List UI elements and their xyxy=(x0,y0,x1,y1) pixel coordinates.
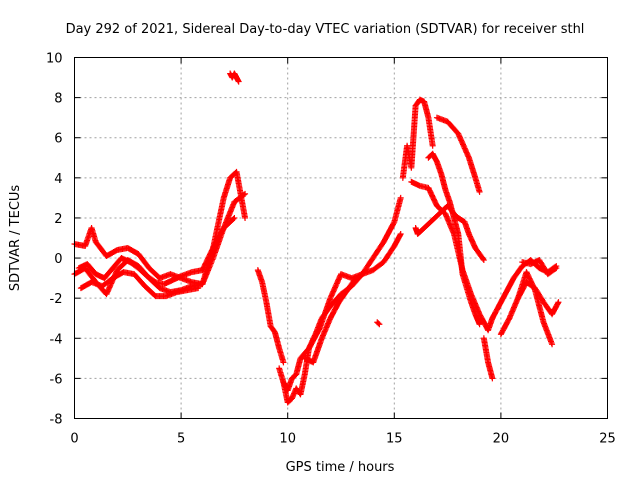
y-tick: 10 xyxy=(46,52,608,67)
data-markers xyxy=(399,96,436,181)
data-markers xyxy=(75,214,238,288)
y-tick: 4 xyxy=(54,172,608,187)
data-markers xyxy=(77,269,202,300)
series-track-o xyxy=(412,202,487,264)
data-markers xyxy=(280,230,404,406)
plot-frame xyxy=(74,57,608,419)
data-markers xyxy=(433,114,483,195)
series-track-i xyxy=(301,275,359,366)
grid xyxy=(74,57,608,419)
series-track-t xyxy=(519,257,560,278)
x-axis-label: GPS time / hours xyxy=(286,460,395,475)
x-tick-label: 15 xyxy=(386,432,403,447)
series-track-d xyxy=(77,269,202,300)
y-tick-label: 8 xyxy=(54,92,62,107)
y-tick: -4 xyxy=(50,332,608,347)
data-markers xyxy=(514,279,562,318)
y-tick: 2 xyxy=(54,212,608,227)
x-tick: 5 xyxy=(177,57,185,447)
x-tick-label: 20 xyxy=(493,432,510,447)
y-tick-label: -8 xyxy=(50,413,63,428)
x-tick: 20 xyxy=(493,57,510,447)
series-track-c xyxy=(75,214,238,288)
series-track-k xyxy=(399,96,436,181)
x-tick-label: 25 xyxy=(599,432,616,447)
x-tick-label: 10 xyxy=(279,432,296,447)
y-tick: -8 xyxy=(50,413,608,428)
chart-title: Day 292 of 2021, Sidereal Day-to-day VTE… xyxy=(66,22,585,37)
x-tick-label: 5 xyxy=(177,432,185,447)
series-track-e xyxy=(227,70,242,85)
data-markers xyxy=(227,70,242,85)
y-tick-label: -6 xyxy=(50,372,63,387)
x-tick: 10 xyxy=(279,57,296,447)
y-axis-label: SDTVAR / TECUs xyxy=(8,185,23,292)
data-markers xyxy=(374,319,383,328)
y-tick-label: -2 xyxy=(50,292,63,307)
data-points xyxy=(71,70,562,406)
series-track-s xyxy=(514,279,562,318)
data-markers xyxy=(480,335,496,382)
series-track-f xyxy=(254,267,287,366)
y-tick-label: 10 xyxy=(46,52,63,67)
data-markers xyxy=(408,178,496,334)
y-tick: 8 xyxy=(54,92,608,107)
data-markers xyxy=(412,202,487,264)
y-tick-label: 4 xyxy=(54,172,62,187)
y-tick-label: -4 xyxy=(50,332,63,347)
series-track-j xyxy=(374,319,383,328)
data-markers xyxy=(519,257,560,278)
series-track-m xyxy=(408,178,496,334)
y-tick: 0 xyxy=(54,252,608,267)
series-track-h xyxy=(280,230,404,406)
x-tick-label: 0 xyxy=(70,432,78,447)
y-tick: -6 xyxy=(50,372,608,387)
y-tick-label: 6 xyxy=(54,132,62,147)
x-tick: 15 xyxy=(386,57,403,447)
y-tick: 6 xyxy=(54,132,608,147)
y-tick-label: 2 xyxy=(54,212,62,227)
data-markers xyxy=(254,267,287,366)
data-markers xyxy=(301,275,359,366)
y-tick: -2 xyxy=(50,292,608,307)
y-tick-label: 0 xyxy=(54,252,62,267)
series-track-p xyxy=(480,335,496,382)
series-track-n xyxy=(433,114,483,195)
